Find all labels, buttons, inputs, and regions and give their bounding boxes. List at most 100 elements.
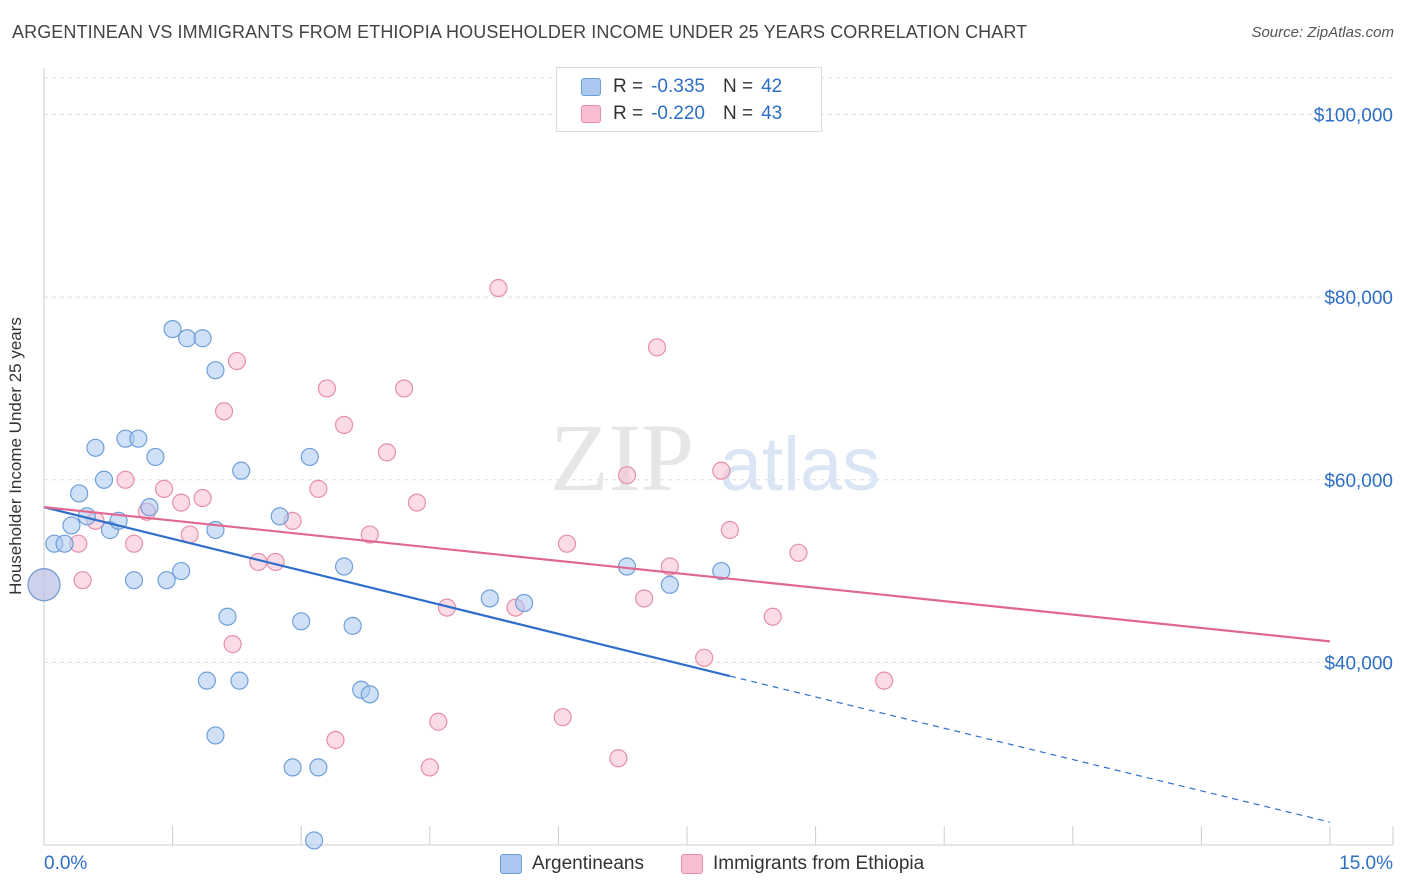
ethiopia-point [553,708,572,727]
ethiopia-point [360,525,379,544]
argentinean-point [480,589,499,608]
ethiopia-point [223,635,242,654]
x-tick-label-min: 0.0% [44,853,87,874]
argentinean-point [129,429,148,448]
axis-layer [43,68,1394,846]
argentinean-point [206,726,225,745]
ethiopia-point [407,493,427,512]
ethiopia-point [875,671,894,690]
n-value-ethiopia: 43 [761,103,783,124]
ethiopia-point [420,758,439,777]
ethiopia-point [172,493,191,512]
source-credit: Source: ZipAtlas.com [1251,24,1394,41]
argentinean-point [300,447,319,467]
stats-legend-row-ethiopia: R = -0.220 N = 43 [581,103,782,125]
ethiopia-point [154,479,174,498]
argentinean-point [172,561,191,581]
legend-label-argentineans: Argentineans [532,853,644,874]
argentinean-point [86,438,105,457]
argentinean-point [178,329,197,348]
legend-item-ethiopia[interactable]: Immigrants from Ethiopia [681,852,924,876]
ethiopia-point [193,488,212,508]
ethiopia-point [789,543,808,562]
ethiopia-point [695,648,714,667]
argentinean-point [270,507,289,526]
ethiopia-point [617,466,637,485]
argentinean-point [230,671,249,690]
argentinean-point [193,329,212,348]
argentineans-swatch [581,78,601,96]
argentinean-point [515,593,534,613]
y-tick-label: $100,000 [1314,106,1393,127]
n-label: N = [722,103,754,124]
r-value-ethiopia: -0.220 [651,103,705,124]
argentinean-point [62,516,81,535]
ethiopia-point [609,749,628,768]
ethiopia-trendline [43,506,1331,643]
argentinean-point [309,758,328,777]
ethiopia-point [326,730,345,750]
chart-title: ARGENTINEAN VS IMMIGRANTS FROM ETHIOPIA … [12,22,1028,42]
ethiopia-point [116,470,135,489]
ethiopia-point [334,415,354,435]
argentinean-point [94,470,114,489]
ethiopia-point [124,534,144,553]
ethiopia-point [712,461,731,480]
watermark: ZIP atlas [550,404,880,511]
ethiopia-legend-swatch [681,854,703,874]
ethiopia-swatch [581,105,601,123]
argentinean-point [55,534,74,553]
argentinean-point [232,461,251,480]
argentinean-point [218,607,237,626]
n-label: N = [722,76,754,97]
ethiopia-point [394,379,414,398]
ethiopia-point [317,379,337,398]
r-value-argentineans: -0.335 [651,76,705,97]
argentinean-point [27,568,61,602]
argentinean-point [146,447,165,467]
argentinean-point [304,831,324,850]
watermark-atlas: atlas [720,422,881,507]
ethiopia-point [763,607,782,626]
argentinean-point [206,361,225,380]
points-layer [27,278,894,850]
ethiopia-point [73,571,92,590]
argentinean-point [157,571,176,590]
r-label: R = [613,103,644,124]
ethiopia-point [635,589,654,608]
y-tick-label: $80,000 [1324,288,1393,309]
ethiopia-point [557,534,577,553]
stats-legend-row-argentineans: R = -0.335 N = 42 [581,76,782,98]
argentineans-trendline [43,506,731,678]
ethiopia-point [309,479,328,498]
argentinean-point [292,612,311,631]
legend-item-argentineans[interactable]: Argentineans [500,852,644,876]
argentinean-point [124,571,144,590]
ethiopia-point [227,351,246,371]
x-tick-label-max: 15.0% [1339,853,1393,874]
n-value-argentineans: 42 [761,76,783,97]
argentinean-point [712,561,731,581]
stats-legend: R = -0.335 N = 42 R = -0.220 N = 43 [556,67,822,132]
argentineans-trendline-extension [729,675,1331,823]
argentinean-point [360,685,379,704]
watermark-zip: ZIP [550,404,694,511]
argentinean-point [140,498,159,517]
argentinean-point [197,671,216,690]
argentinean-point [283,758,302,777]
ethiopia-point [647,338,667,357]
y-axis-label: Householder Income Under 25 years [6,317,25,595]
y-tick-label: $60,000 [1324,471,1393,492]
argentinean-point [660,575,679,594]
r-label: R = [613,76,644,97]
ethiopia-point [489,278,508,298]
argentineans-legend-swatch [500,854,522,874]
y-tick-label: $40,000 [1324,653,1393,674]
label-layer: $40,000 $60,000 $80,000 $100,000 0.0% 15.0% [44,106,1393,874]
argentinean-point [343,616,362,635]
trend-layer [43,506,1331,823]
argentinean-point [70,484,89,503]
ethiopia-point [660,557,679,576]
ethiopia-point [377,443,397,462]
